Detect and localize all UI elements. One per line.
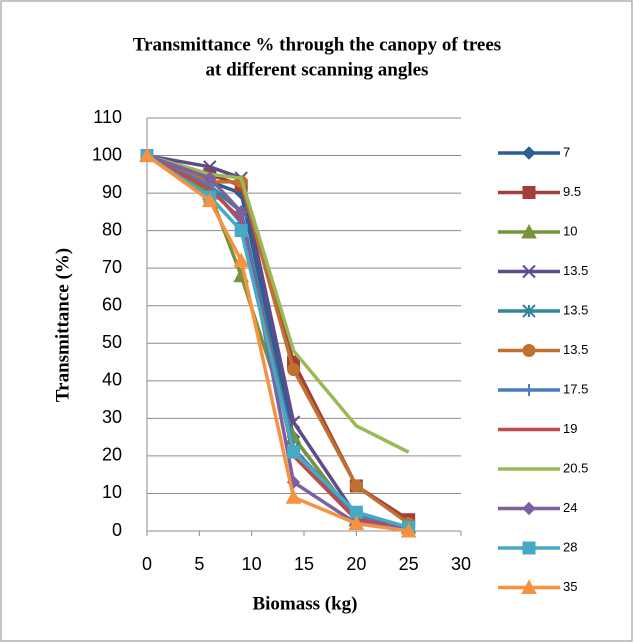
legend-marker — [521, 579, 537, 594]
legend-label: 10 — [563, 223, 577, 238]
y-tick-label: 20 — [102, 445, 122, 465]
legend-label: 17.5 — [563, 381, 588, 396]
legend-label: 9.5 — [563, 184, 581, 199]
marker — [233, 252, 250, 268]
x-axis-title: Biomass (kg) — [252, 593, 357, 614]
marker — [203, 160, 217, 174]
marker — [287, 363, 301, 377]
marker — [400, 522, 417, 538]
x-tick-label: 15 — [294, 554, 314, 574]
x-tick-label: 5 — [194, 554, 204, 574]
marker — [234, 224, 248, 238]
legend-label: 19 — [563, 421, 577, 436]
y-tick-label: 60 — [102, 294, 122, 314]
legend-marker — [522, 541, 536, 555]
legend-label: 20.5 — [563, 460, 588, 475]
series-line — [146, 154, 410, 529]
marker — [348, 515, 365, 530]
legend-marker — [522, 186, 536, 199]
marker — [203, 171, 217, 185]
legend-marker — [522, 304, 536, 318]
series-line — [146, 153, 410, 454]
legend-marker — [523, 384, 535, 396]
legend-marker — [521, 223, 537, 239]
marker — [287, 445, 301, 459]
marker — [285, 489, 302, 504]
x-tick-label: 30 — [451, 554, 471, 574]
y-axis-title: Transmittance (%) — [52, 248, 73, 402]
y-tick-label: 10 — [102, 482, 122, 502]
y-tick-label: 50 — [102, 332, 122, 352]
legend-label: 35 — [563, 579, 577, 594]
x-tick-label: 0 — [142, 554, 152, 574]
chart-title: at different scanning angles — [206, 59, 429, 80]
legend-label: 13.5 — [563, 302, 588, 317]
marker — [234, 205, 248, 219]
y-tick-label: 110 — [93, 107, 122, 127]
x-tick-label: 20 — [346, 554, 366, 574]
y-tick-label: 80 — [102, 219, 122, 239]
x-tick-label: 25 — [399, 554, 419, 574]
legend-label: 13.5 — [563, 342, 588, 357]
y-tick-label: 30 — [102, 407, 122, 427]
legend-marker — [522, 501, 536, 516]
marker — [201, 192, 218, 208]
legend-label: 28 — [563, 539, 577, 554]
legend-label: 13.5 — [563, 263, 588, 278]
series-line — [146, 153, 410, 525]
y-tick-label: 100 — [92, 144, 122, 164]
legend-marker — [522, 264, 536, 279]
legend-marker — [522, 344, 536, 357]
x-tick-label: 10 — [242, 554, 262, 574]
legend-label: 7 — [563, 144, 570, 159]
y-tick-label: 40 — [102, 370, 122, 390]
y-tick-label: 0 — [112, 520, 122, 540]
marker — [349, 479, 363, 493]
y-tick-label: 70 — [102, 257, 122, 277]
chart-title: Transmittance % through the canopy of tr… — [133, 34, 501, 55]
series-line — [145, 154, 409, 533]
legend-label: 24 — [563, 500, 577, 515]
marker — [139, 147, 155, 163]
y-tick-label: 90 — [102, 182, 122, 202]
legend-marker — [522, 146, 536, 160]
